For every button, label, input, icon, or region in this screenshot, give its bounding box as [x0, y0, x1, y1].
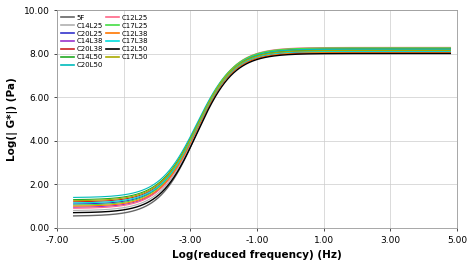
Legend: 5F, C14L25, C20L25, C14L38, C20L38, C14L50, C20L50, C12L25, C17L25, C12L38, C17L: 5F, C14L25, C20L25, C14L38, C20L38, C14L… — [58, 12, 151, 71]
Y-axis label: Log(| G*|) (Pa): Log(| G*|) (Pa) — [7, 77, 18, 161]
X-axis label: Log(reduced frequency) (Hz): Log(reduced frequency) (Hz) — [172, 250, 342, 260]
